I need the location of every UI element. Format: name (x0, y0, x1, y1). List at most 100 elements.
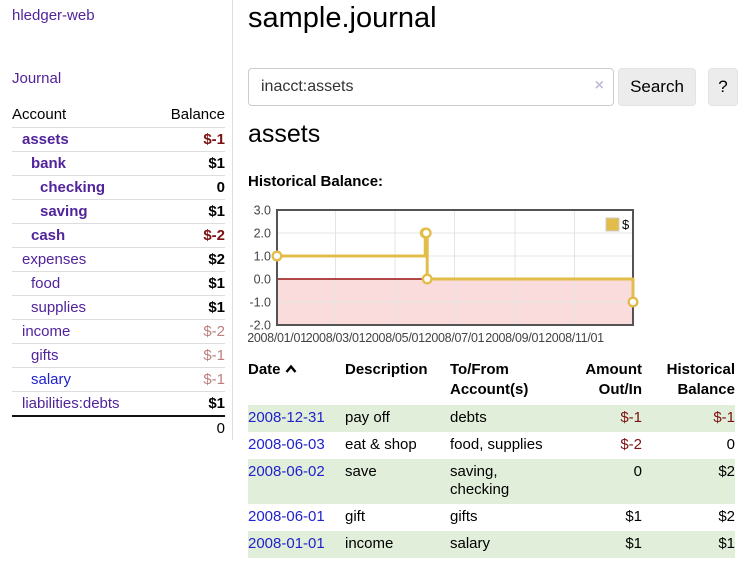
transaction-accounts: debts (450, 409, 487, 426)
transaction-amount: $1 (625, 508, 642, 525)
transaction-balance: $2 (718, 463, 735, 480)
account-link-cash[interactable]: cash (31, 227, 66, 244)
y-tick-label: 0.0 (254, 273, 271, 287)
accounts-header-balance: Balance (170, 106, 225, 123)
search-box: × (248, 68, 614, 106)
sidebar-item-journal[interactable]: Journal (12, 70, 62, 87)
account-row: checking 0 (12, 175, 225, 199)
account-balance: $1 (208, 203, 225, 220)
transaction-row: 2008-06-02 save saving, checking 0 $2 (248, 459, 735, 504)
account-link-checking[interactable]: checking (40, 179, 106, 196)
account-row: bank $1 (12, 151, 225, 175)
account-balance: $1 (208, 395, 225, 412)
x-tick-label: 2008/11/01 (545, 331, 604, 345)
account-link-salary[interactable]: salary (31, 371, 72, 388)
column-header-description: Description (345, 361, 428, 378)
account-balance: 0 (216, 179, 225, 196)
account-link-supplies[interactable]: supplies (31, 299, 87, 316)
transaction-balance: $2 (718, 508, 735, 525)
accounts-table-header: Account Balance (12, 103, 225, 127)
account-link-food[interactable]: food (31, 275, 61, 292)
transaction-description: pay off (345, 409, 390, 426)
column-header-date[interactable]: Date (248, 360, 345, 405)
y-tick-label: -2.0 (249, 319, 271, 333)
account-link-expenses[interactable]: expenses (22, 251, 87, 268)
y-tick-label: 3.0 (254, 204, 271, 218)
help-button[interactable]: ? (708, 68, 738, 106)
column-header-date-label: Date (248, 361, 281, 378)
account-balance: $2 (208, 251, 225, 268)
transaction-amount: $-2 (620, 436, 642, 453)
transaction-description: gift (345, 508, 366, 525)
transaction-accounts: food, supplies (450, 436, 543, 453)
transaction-date-link[interactable]: 2008-06-01 (248, 508, 325, 525)
chart-title: Historical Balance: (248, 173, 384, 190)
transaction-accounts: saving, checking (450, 463, 510, 498)
transaction-date-link[interactable]: 2008-06-02 (248, 463, 325, 480)
x-tick-label: 2008/01/01 (248, 331, 307, 345)
account-link-income[interactable]: income (22, 323, 71, 340)
transaction-description: income (345, 535, 394, 552)
transaction-row: 2008-06-03 eat & shop food, supplies $-2 0 (248, 432, 735, 459)
accounts-header-account: Account (12, 106, 67, 123)
x-tick-label: 2008/03/01 (306, 331, 366, 345)
transaction-balance: $1 (718, 535, 735, 552)
data-point (420, 227, 432, 239)
transaction-balance: $-1 (713, 409, 735, 426)
account-row: salary $-1 (12, 367, 225, 391)
sidebar: hledger-web Journal Account Balance asse… (0, 0, 233, 440)
transaction-date-link[interactable]: 2008-12-31 (248, 409, 325, 426)
y-tick-label: 2.0 (254, 227, 271, 241)
y-tick-label: 1.0 (254, 250, 271, 264)
search-input[interactable] (248, 68, 614, 106)
accounts-total-value: 0 (216, 420, 225, 437)
transaction-amount: 0 (633, 463, 642, 480)
column-header-amount: Amount Out/In (585, 361, 642, 398)
transaction-balance: 0 (726, 436, 735, 453)
account-balance: $1 (208, 275, 225, 292)
account-link-saving[interactable]: saving (40, 203, 88, 220)
accounts-total-row: 0 (12, 415, 225, 440)
account-link-gifts[interactable]: gifts (31, 347, 59, 364)
x-tick-label: 2008/05/01 (365, 331, 425, 345)
page-title: sample.journal (248, 2, 437, 34)
transaction-amount: $-1 (620, 409, 642, 426)
column-header-balance: Historical Balance (666, 361, 735, 398)
account-balance: $1 (208, 155, 225, 172)
account-balance: $1 (208, 299, 225, 316)
account-link-bank[interactable]: bank (31, 155, 67, 172)
account-row: assets $-1 (12, 127, 225, 151)
data-point (421, 273, 433, 285)
transaction-row: 2008-06-01 gift gifts $1 $2 (248, 504, 735, 531)
account-link-assets[interactable]: assets (22, 131, 69, 148)
column-header-accounts: To/From Account(s) (450, 361, 529, 398)
account-balance: $-2 (203, 323, 225, 340)
transaction-date-link[interactable]: 2008-06-03 (248, 436, 325, 453)
account-balance: $-1 (203, 371, 225, 388)
transaction-date-link[interactable]: 2008-01-01 (248, 535, 325, 552)
account-row: expenses $2 (12, 247, 225, 271)
x-tick-label: 2008/09/01 (485, 331, 545, 345)
y-tick-label: -1.0 (249, 296, 271, 310)
search-bar: × Search ? (248, 68, 742, 106)
account-row: saving $1 (12, 199, 225, 223)
account-row: food $1 (12, 271, 225, 295)
account-row: income $-2 (12, 319, 225, 343)
search-button[interactable]: Search (618, 68, 696, 106)
app-title-link[interactable]: hledger-web (12, 7, 95, 24)
clear-search-icon[interactable]: × (594, 77, 604, 94)
plot-border (276, 209, 634, 326)
account-row: liabilities:debts $1 (12, 391, 225, 415)
legend-label: $ (622, 217, 630, 232)
account-heading: assets (248, 120, 321, 148)
transaction-accounts: salary (450, 535, 491, 552)
account-link-liabilities-debts[interactable]: liabilities:debts (22, 395, 120, 412)
transaction-description: save (345, 463, 377, 480)
historical-balance-chart[interactable]: $3.0 2.0 1.0 0.0 -1.0 -2.02008/01/012008/03/0… (248, 200, 742, 346)
account-row: cash $-2 (12, 223, 225, 247)
data-point (627, 296, 639, 308)
accounts-table: Account Balance assets $-1 bank $1 checking 0… (12, 103, 225, 440)
account-balance: $-2 (203, 227, 225, 244)
transaction-description: eat & shop (345, 436, 417, 453)
account-balance: $-1 (203, 347, 225, 364)
